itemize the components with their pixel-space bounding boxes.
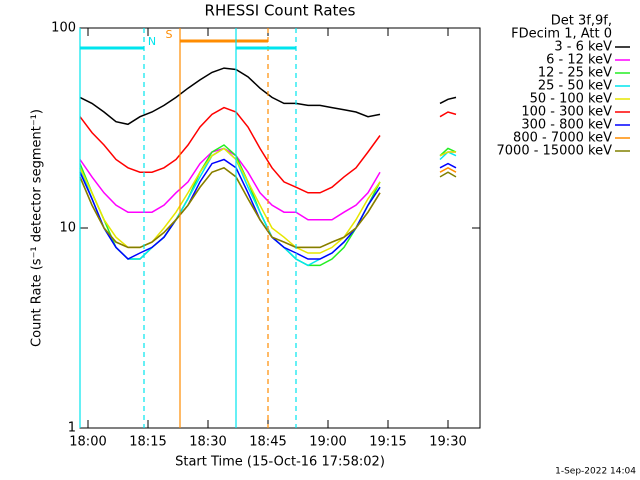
x-tick-label: 19:00 [309,435,346,450]
x-tick-label: 19:15 [369,435,406,450]
x-tick-label: 19:30 [429,435,466,450]
x-tick-label: 18:15 [129,435,166,450]
legend-label: 100 - 300 keV [521,105,612,120]
legend-label: 800 - 7000 keV [513,131,612,146]
y-tick-label: 10 [59,221,76,236]
interval-label: S [166,28,173,41]
legend-title: FDecim 1, Att 0 [511,27,612,42]
legend-title: Det 3f,9f, [551,14,612,29]
series-line [79,166,457,249]
legend-label: 7000 - 15000 keV [497,144,613,159]
legend-label: 12 - 25 keV [538,66,612,81]
footer-date: 1-Sep-2022 14:04 [555,467,636,477]
y-tick-label: 1 [68,421,76,436]
series-line [79,106,457,194]
chart-title: RHESSI Count Rates [205,2,356,20]
x-tick-label: 18:45 [249,435,286,450]
y-tick-label: 100 [51,21,76,36]
interval-label: N [148,35,156,48]
y-axis-label: Count Rate (s⁻¹ detector segment⁻¹) [30,109,45,347]
series-line [79,67,457,126]
legend-label: 300 - 800 keV [521,118,612,133]
x-axis-label: Start Time (15-Oct-16 17:58:02) [175,455,385,470]
legend-label: 25 - 50 keV [538,79,612,94]
legend-label: 3 - 6 keV [554,40,612,55]
legend-label: 6 - 12 keV [546,53,612,68]
x-tick-label: 18:30 [189,435,226,450]
legend-label: 50 - 100 keV [530,92,613,107]
series-line [79,158,457,260]
x-tick-label: 18:00 [69,435,106,450]
plot-frame [79,27,481,429]
